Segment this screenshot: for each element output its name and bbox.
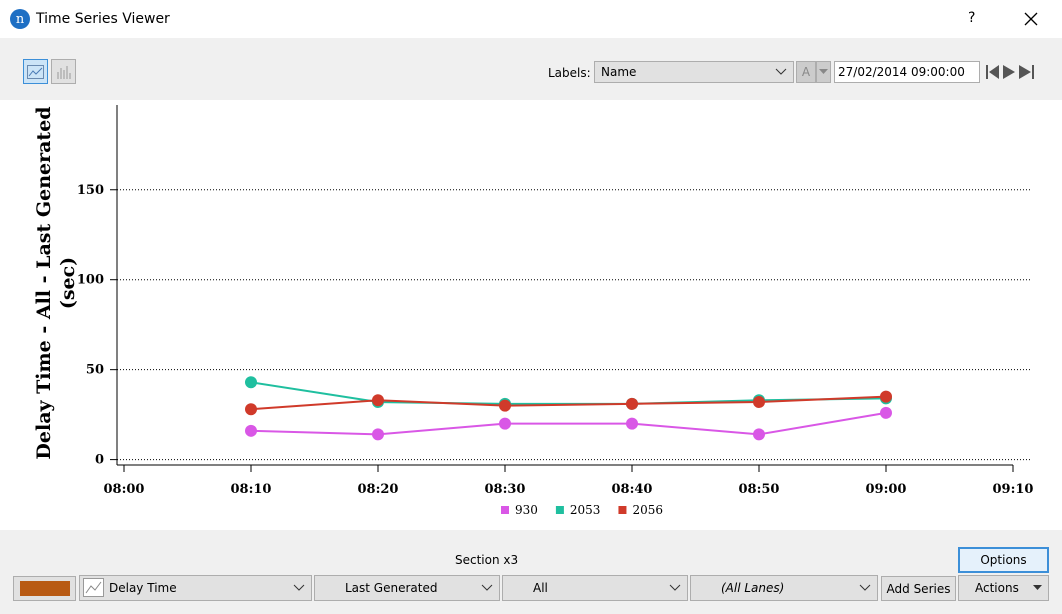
series-line [250,411,887,436]
nav-buttons[interactable] [985,63,1040,81]
data-point [372,428,384,441]
x-tick-label: 08:20 [358,482,399,497]
y-tick-label: 0 [95,453,104,468]
variable-value: Delay Time [109,581,177,595]
font-button[interactable]: A [796,61,816,83]
datetime-input[interactable]: 27/02/2014 09:00:00 [834,61,980,83]
font-menu[interactable] [816,61,831,83]
data-point [245,403,257,416]
legend-label: 2056 [632,503,663,517]
chart: 0 50 100 150 08:00 08:10 08:20 08:30 08:40 08:50 0… [0,100,1062,530]
x-tick-label: 09:00 [866,482,907,497]
data-point [626,417,638,430]
series-line [250,395,887,411]
add-series-button[interactable]: Add Series [881,576,956,601]
chart-background [0,100,1062,530]
y-axis-label: (sec) [57,257,79,309]
data-point [245,376,257,389]
data-point [499,417,511,430]
actions-button[interactable]: Actions [958,575,1049,601]
options-button[interactable]: Options [958,547,1049,573]
x-tick-label: 08:10 [231,482,272,497]
actions-label: Actions [975,581,1019,595]
x-tick-label: 08:50 [739,482,780,497]
data-point [880,390,892,403]
title-bar: n Time Series Viewer ? [0,0,1062,38]
data-point [753,396,765,409]
x-tick-label: 08:40 [612,482,653,497]
y-tick-label: 150 [77,183,104,198]
data-point [372,394,384,407]
y-axis-label: Delay Time - All - Last Generated [33,106,55,459]
window-title: Time Series Viewer [36,11,170,27]
legend-label: 930 [515,503,538,517]
app-icon: n [10,9,30,29]
labels-dropdown[interactable]: Name [594,61,794,83]
x-tick-label: 08:00 [104,482,145,497]
labels-value: Name [601,65,637,79]
section-label: Section x3 [455,553,519,567]
lanes-dropdown[interactable]: (All Lanes) [690,575,878,601]
bar-view-button[interactable] [51,59,76,84]
legend-swatch [555,506,564,514]
data-point [880,406,892,419]
labels-label: Labels: [548,66,591,80]
lanes-value: (All Lanes) [721,581,785,595]
color-button[interactable] [13,576,76,601]
help-button[interactable]: ? [968,10,976,26]
data-point [499,399,511,412]
close-button[interactable] [1024,12,1038,26]
legend-swatch [618,506,627,514]
data-point [626,397,638,410]
vehicle-value: All [533,581,548,595]
data-point [245,424,257,437]
vehicle-dropdown[interactable]: All [502,575,688,601]
data-point [753,428,765,441]
legend-swatch [501,506,509,514]
variable-dropdown[interactable]: Delay Time [79,575,312,601]
x-tick-label: 08:30 [485,482,526,497]
y-tick-label: 100 [77,273,104,288]
generation-dropdown[interactable]: Last Generated [314,575,500,601]
legend-label: 2053 [570,503,601,517]
y-tick-label: 50 [86,363,104,378]
svg-text:n: n [16,12,25,27]
generation-value: Last Generated [345,581,438,595]
x-tick-label: 09:10 [993,482,1034,497]
line-view-button[interactable] [23,59,48,84]
